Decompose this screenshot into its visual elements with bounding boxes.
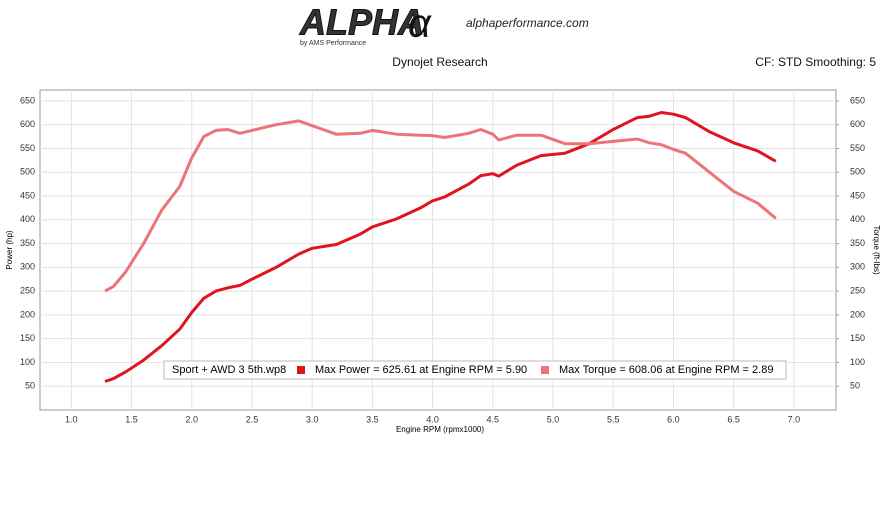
y-axis-label: Power (hp) [5, 230, 14, 269]
x-tick-label: 1.5 [125, 414, 138, 424]
y-tick-label: 400 [20, 214, 35, 224]
y2-tick-label: 500 [850, 167, 865, 177]
y-tick-label: 300 [20, 262, 35, 272]
y-tick-label: 550 [20, 143, 35, 153]
x-tick-label: 6.5 [727, 414, 740, 424]
legend-title: Sport + AWD 3 5th.wp8 [172, 364, 286, 376]
legend-entry: Max Torque = 608.06 at Engine RPM = 2.89 [559, 364, 773, 376]
y-tick-label: 450 [20, 190, 35, 200]
y2-tick-label: 600 [850, 119, 865, 129]
logo-symbol: α [408, 2, 432, 46]
legend-box [163, 360, 787, 380]
y2-tick-label: 250 [850, 286, 865, 296]
y2-tick-label: 100 [850, 357, 865, 367]
y2-tick-label: 450 [850, 190, 865, 200]
y2-tick-label: 650 [850, 95, 865, 105]
y-tick-label: 150 [20, 333, 35, 343]
y-tick-label: 100 [20, 357, 35, 367]
x-tick-label: 5.0 [547, 414, 560, 424]
y2-axis-label: Torque (ft-lbs) [872, 225, 881, 275]
y-tick-label: 350 [20, 238, 35, 248]
logo-sub: by AMS Performance [300, 40, 366, 47]
settings: CF: STD Smoothing: 5 [755, 55, 876, 69]
y2-tick-label: 300 [850, 262, 865, 272]
x-tick-label: 7.0 [788, 414, 801, 424]
y-tick-label: 200 [20, 309, 35, 319]
x-tick-label: 3.5 [366, 414, 379, 424]
y2-tick-label: 200 [850, 309, 865, 319]
x-tick-label: 4.0 [426, 414, 439, 424]
x-tick-label: 5.5 [607, 414, 620, 424]
y-tick-label: 600 [20, 119, 35, 129]
x-tick-label: 2.5 [246, 414, 259, 424]
y2-tick-label: 150 [850, 333, 865, 343]
source: Dynojet Research [392, 55, 487, 69]
legend-swatch [541, 366, 549, 374]
legend-entry: Max Power = 625.61 at Engine RPM = 5.90 [315, 364, 527, 376]
y2-tick-label: 550 [850, 143, 865, 153]
y2-tick-label: 400 [850, 214, 865, 224]
x-tick-label: 6.0 [667, 414, 680, 424]
y-tick-label: 650 [20, 95, 35, 105]
plot-area [39, 89, 837, 411]
x-tick-label: 4.5 [487, 414, 500, 424]
x-tick-label: 1.0 [65, 414, 78, 424]
series-line [104, 119, 777, 293]
x-tick-label: 2.0 [185, 414, 198, 424]
website: alphaperformance.com [466, 16, 589, 30]
y2-tick-label: 350 [850, 238, 865, 248]
y-tick-label: 250 [20, 286, 35, 296]
y-tick-label: 50 [25, 381, 35, 391]
series-line [104, 111, 777, 383]
x-tick-label: 3.0 [306, 414, 319, 424]
y2-tick-label: 50 [850, 381, 860, 391]
logo: ALPHA [299, 2, 424, 43]
x-axis-label: Engine RPM (rpmx1000) [396, 425, 484, 434]
legend: Sport + AWD 3 5th.wp8 Max Power = 625.61… [163, 360, 787, 380]
y-tick-label: 500 [20, 167, 35, 177]
legend-swatch [297, 366, 305, 374]
